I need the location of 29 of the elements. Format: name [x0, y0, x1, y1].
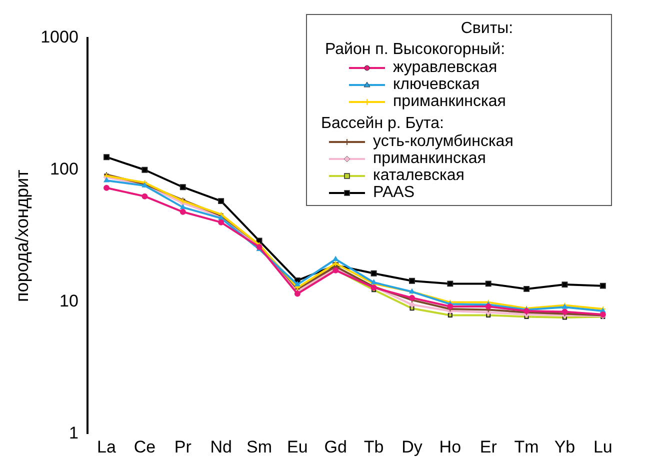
x-tick-label: La [97, 437, 117, 456]
annotation: Бассейн р. Бута: [320, 114, 445, 133]
legend-label: PAAS [373, 184, 414, 201]
legend-title: Свиты: [460, 19, 514, 38]
x-tick-label: Yb [554, 437, 576, 456]
legend-label: журавлевская [393, 59, 498, 76]
x-tick-label: Eu [287, 437, 308, 456]
x-tick-label: Ho [439, 437, 462, 456]
y-tick-label: 1 [68, 423, 78, 442]
x-tick-label: Lu [593, 437, 612, 456]
annotation: Район п. Высокогорный: [324, 40, 506, 59]
x-tick-label: Tb [364, 437, 384, 456]
legend-label: ключевская [393, 76, 480, 93]
x-tick-label: Dy [402, 437, 423, 456]
x-tick-label: Gd [324, 437, 347, 456]
x-tick-label: Nd [210, 437, 232, 456]
legend-label: приманкинская [373, 150, 486, 167]
y-tick-label: 1000 [40, 28, 78, 47]
x-tick-label: Tm [514, 437, 539, 456]
x-tick-label: Sm [246, 437, 272, 456]
legend-label: каталевская [373, 167, 464, 184]
x-tick-label: Ce [134, 437, 156, 456]
x-tick-label: Er [480, 437, 498, 456]
legend-label: приманкинская [393, 93, 506, 110]
legend-label: усть-колумбинская [373, 133, 514, 150]
y-axis-title: порода/хондрит [12, 170, 32, 302]
y-tick-label: 100 [50, 160, 78, 179]
x-tick-label: Pr [174, 437, 192, 456]
y-tick-label: 10 [59, 291, 78, 310]
